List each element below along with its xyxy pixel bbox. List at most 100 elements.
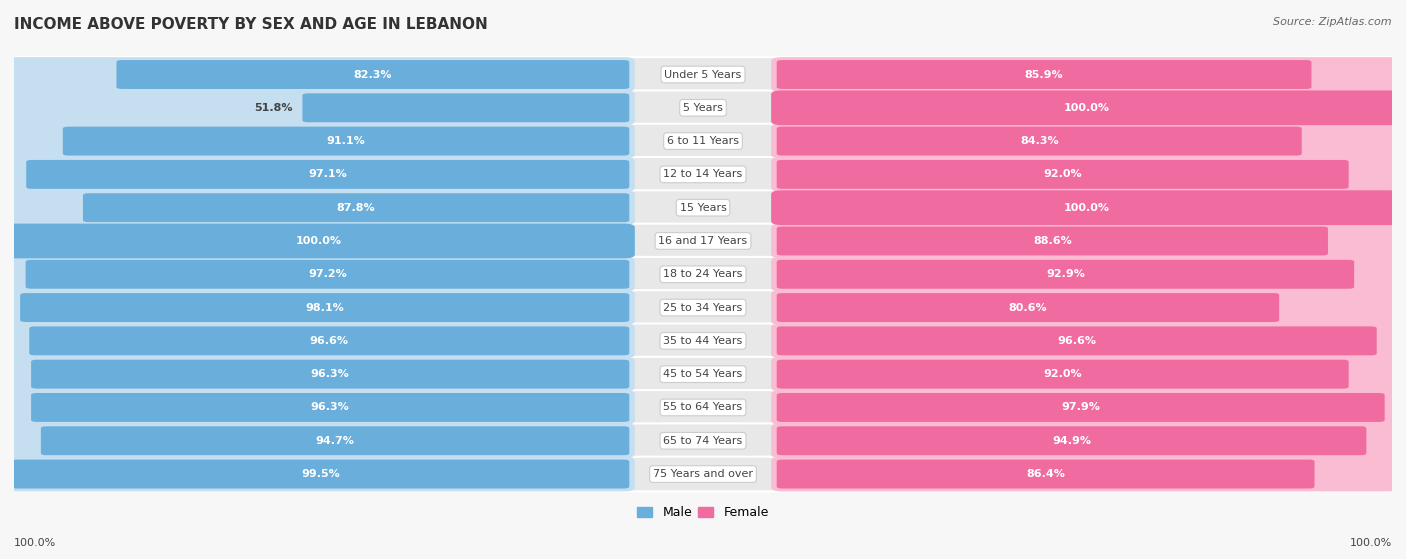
Text: 75 Years and over: 75 Years and over [652,469,754,479]
FancyBboxPatch shape [6,224,634,258]
Text: 97.2%: 97.2% [308,269,347,280]
Text: 99.5%: 99.5% [301,469,340,479]
Text: 91.1%: 91.1% [326,136,366,146]
Text: 82.3%: 82.3% [354,69,392,79]
FancyBboxPatch shape [6,290,634,325]
FancyBboxPatch shape [772,124,1400,158]
FancyBboxPatch shape [6,190,1400,225]
FancyBboxPatch shape [772,324,1400,358]
FancyBboxPatch shape [11,459,630,489]
FancyBboxPatch shape [772,190,1400,225]
FancyBboxPatch shape [776,293,1279,322]
Text: 87.8%: 87.8% [337,203,375,212]
Text: 92.9%: 92.9% [1046,269,1085,280]
FancyBboxPatch shape [772,457,1400,491]
Text: 96.3%: 96.3% [311,402,350,413]
FancyBboxPatch shape [776,326,1376,356]
FancyBboxPatch shape [776,226,1327,255]
FancyBboxPatch shape [772,257,1400,292]
FancyBboxPatch shape [6,157,1400,192]
Text: 80.6%: 80.6% [1008,302,1047,312]
FancyBboxPatch shape [117,60,630,89]
Text: 96.6%: 96.6% [1057,336,1097,346]
Text: 97.9%: 97.9% [1062,402,1099,413]
FancyBboxPatch shape [776,127,1302,155]
FancyBboxPatch shape [6,390,1400,425]
Text: 94.7%: 94.7% [315,436,354,446]
FancyBboxPatch shape [776,427,1367,455]
Text: 35 to 44 Years: 35 to 44 Years [664,336,742,346]
Text: 12 to 14 Years: 12 to 14 Years [664,169,742,179]
FancyBboxPatch shape [6,57,634,92]
FancyBboxPatch shape [6,91,1400,125]
FancyBboxPatch shape [6,257,634,292]
Legend: Male, Female: Male, Female [633,501,773,524]
FancyBboxPatch shape [776,260,1354,289]
Text: 55 to 64 Years: 55 to 64 Years [664,402,742,413]
Text: INCOME ABOVE POVERTY BY SEX AND AGE IN LEBANON: INCOME ABOVE POVERTY BY SEX AND AGE IN L… [14,17,488,32]
FancyBboxPatch shape [772,157,1400,192]
Text: 97.1%: 97.1% [308,169,347,179]
FancyBboxPatch shape [6,457,1400,491]
Text: 51.8%: 51.8% [254,103,292,113]
Text: 100.0%: 100.0% [295,236,342,246]
FancyBboxPatch shape [6,257,1400,292]
FancyBboxPatch shape [31,393,630,422]
FancyBboxPatch shape [772,91,1400,125]
FancyBboxPatch shape [6,357,1400,391]
Text: 100.0%: 100.0% [1064,203,1111,212]
FancyBboxPatch shape [31,359,630,389]
FancyBboxPatch shape [776,160,1348,189]
FancyBboxPatch shape [6,324,634,358]
FancyBboxPatch shape [6,357,634,391]
Text: 6 to 11 Years: 6 to 11 Years [666,136,740,146]
FancyBboxPatch shape [6,423,634,458]
FancyBboxPatch shape [772,390,1400,425]
Text: 18 to 24 Years: 18 to 24 Years [664,269,742,280]
Text: 16 and 17 Years: 16 and 17 Years [658,236,748,246]
FancyBboxPatch shape [41,427,630,455]
Text: 65 to 74 Years: 65 to 74 Years [664,436,742,446]
FancyBboxPatch shape [20,293,630,322]
FancyBboxPatch shape [6,190,634,225]
FancyBboxPatch shape [302,93,630,122]
FancyBboxPatch shape [6,224,634,258]
Text: 100.0%: 100.0% [1064,103,1111,113]
Text: 88.6%: 88.6% [1033,236,1071,246]
FancyBboxPatch shape [772,57,1400,92]
FancyBboxPatch shape [772,224,1400,258]
Text: 25 to 34 Years: 25 to 34 Years [664,302,742,312]
FancyBboxPatch shape [6,324,1400,358]
Text: 96.3%: 96.3% [311,369,350,379]
Text: 85.9%: 85.9% [1025,69,1063,79]
FancyBboxPatch shape [30,326,630,356]
FancyBboxPatch shape [6,57,1400,92]
FancyBboxPatch shape [6,457,634,491]
FancyBboxPatch shape [6,124,1400,158]
Text: Under 5 Years: Under 5 Years [665,69,741,79]
Text: Source: ZipAtlas.com: Source: ZipAtlas.com [1274,17,1392,27]
Text: 84.3%: 84.3% [1019,136,1059,146]
Text: 94.9%: 94.9% [1052,436,1091,446]
FancyBboxPatch shape [776,393,1385,422]
FancyBboxPatch shape [776,359,1348,389]
FancyBboxPatch shape [6,91,634,125]
Text: 92.0%: 92.0% [1043,169,1083,179]
FancyBboxPatch shape [6,390,634,425]
FancyBboxPatch shape [776,60,1312,89]
FancyBboxPatch shape [772,357,1400,391]
Text: 86.4%: 86.4% [1026,469,1066,479]
FancyBboxPatch shape [83,193,630,222]
FancyBboxPatch shape [772,190,1400,225]
Text: 92.0%: 92.0% [1043,369,1083,379]
Text: 100.0%: 100.0% [14,538,56,548]
FancyBboxPatch shape [6,157,634,192]
FancyBboxPatch shape [6,290,1400,325]
FancyBboxPatch shape [772,91,1400,125]
Text: 5 Years: 5 Years [683,103,723,113]
FancyBboxPatch shape [25,260,630,289]
FancyBboxPatch shape [63,127,630,155]
FancyBboxPatch shape [772,423,1400,458]
Text: 96.6%: 96.6% [309,336,349,346]
FancyBboxPatch shape [776,459,1315,489]
